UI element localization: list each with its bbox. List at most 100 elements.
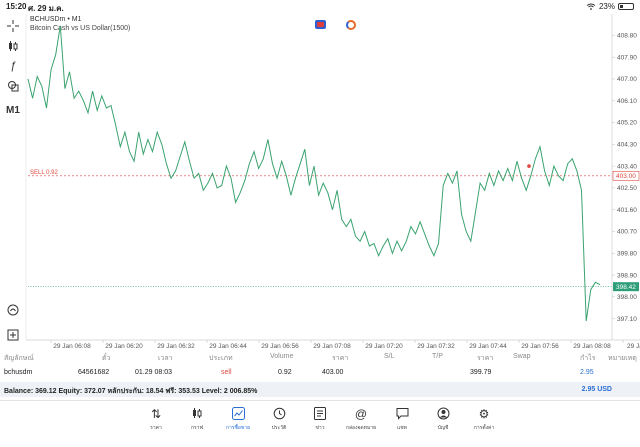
news-icon	[313, 407, 327, 421]
nav-history[interactable]: ประวัติ	[259, 407, 299, 432]
chart-symbol: BCHUSDm • M1	[30, 16, 82, 23]
table-row[interactable]: bchusdm 64561682 01.29 08:03 sell 0.92 4…	[0, 366, 640, 382]
nav-chat[interactable]: แชท	[382, 407, 422, 432]
nav-chart[interactable]: กราฟ	[177, 407, 217, 432]
nav-quotes-label: ราคา	[150, 425, 162, 431]
battery-icon	[618, 3, 634, 10]
price-tick-label: 407.00	[617, 76, 637, 83]
nav-mailbox-label: กล่องจดหมาย	[345, 425, 377, 431]
nav-trade-label: การซื้อขาย	[225, 425, 251, 431]
time-tick-label: 29 Jan 07:08	[313, 343, 351, 350]
nav-news-label: ข่าว	[315, 425, 325, 431]
status-indicators: 23%	[586, 2, 634, 11]
price-chart[interactable]: 408.80 407.90 407.00 406.10 405.20 404.30 403.…	[0, 0, 640, 350]
signal-icon[interactable]	[346, 20, 356, 30]
price-tick-label: 398.90	[617, 272, 637, 279]
col-time: เวลา	[158, 355, 173, 362]
price-tick-label: 404.30	[617, 142, 637, 149]
status-time: 15:20	[6, 2, 27, 11]
add-icon[interactable]	[5, 327, 21, 343]
time-tick-label: 29 Jan 07:44	[469, 343, 507, 350]
col-volume: Volume	[270, 353, 294, 360]
price-tick-label: 397.10	[617, 316, 637, 323]
account-icon	[436, 407, 450, 421]
col-sl: S/L	[384, 353, 395, 360]
time-tick-label: 29 Jan 06:32	[157, 343, 195, 350]
wifi-icon	[586, 3, 596, 10]
row-price: 403.00	[322, 369, 344, 376]
total-profit: 2.95 USD	[581, 386, 612, 393]
bottom-nav: ⇅ ราคา กราฟ การซื้อขาย ประวัติ ข่าว @ กล…	[0, 400, 640, 447]
chart-badges	[315, 20, 356, 30]
chat-icon	[395, 407, 409, 421]
time-axis: 29 Jan 06:08 29 Jan 06:20 29 Jan 06:32 29 J…	[50, 340, 640, 350]
settings-icon: ⚙	[478, 407, 490, 421]
nav-account-label: บัญชี	[437, 425, 449, 431]
history-icon	[272, 407, 286, 421]
col-type: ประเภท	[209, 355, 233, 362]
current-price-box	[613, 282, 639, 292]
nav-chat-label: แชท	[397, 425, 407, 431]
zoom-icon[interactable]	[5, 302, 21, 318]
price-tick-label: 398.00	[617, 294, 637, 301]
chart-description: Bitcoin Cash vs US Dollar(1500)	[30, 25, 131, 32]
time-tick-label: 29 Jan 07:20	[365, 343, 403, 350]
status-date: ศ. 29 ม.ค.	[28, 4, 64, 13]
time-tick-label: 29 Jan 08:2	[627, 343, 640, 350]
quotes-icon: ⇅	[150, 407, 162, 421]
sell-line-label: SELL 0.92	[30, 170, 58, 176]
status-bar: 15:20 ศ. 29 ม.ค. 23%	[0, 0, 640, 14]
price-series-line	[27, 25, 601, 322]
crosshair-icon[interactable]	[5, 18, 21, 34]
col-profit: กำไร	[580, 355, 596, 362]
price-tick-label: 406.10	[617, 98, 637, 105]
price-axis: 408.80 407.90 407.00 406.10 405.20 404.30 403.…	[612, 33, 637, 323]
nav-quotes[interactable]: ⇅ ราคา	[136, 407, 176, 432]
col-symbol: สัญลักษณ์	[4, 355, 34, 362]
current-price-label: 398.42	[616, 284, 636, 291]
col-swap: Swap	[513, 353, 531, 360]
nav-account[interactable]: บัญชี	[423, 407, 463, 432]
time-tick-label: 29 Jan 08:08	[573, 343, 611, 350]
timeframe-button[interactable]: M1	[6, 104, 20, 116]
row-profit: 2.95	[580, 369, 594, 376]
mailbox-icon: @	[354, 407, 368, 421]
col-price: ราคา	[332, 355, 349, 362]
candlestick-icon[interactable]	[5, 38, 21, 54]
price-tick-label: 403.40	[617, 163, 637, 170]
price-tick-label: 402.50	[617, 185, 637, 192]
row-type: sell	[221, 369, 232, 376]
col-ticket: ตั๋ว	[102, 355, 111, 362]
current-price-line: 398.42	[28, 282, 639, 292]
nav-chart-label: กราฟ	[190, 425, 204, 431]
row-ticket: 64561682	[78, 369, 110, 376]
sell-price-label: 403.00	[616, 173, 636, 180]
price-tick-label: 401.60	[617, 207, 637, 214]
chart-toolbar: ƒ M1	[0, 14, 26, 344]
indicator-icon[interactable]: ƒ	[9, 60, 17, 72]
time-tick-label: 29 Jan 06:44	[209, 343, 247, 350]
nav-mailbox[interactable]: @ กล่องจดหมาย	[341, 407, 381, 432]
price-tick-label: 400.70	[617, 229, 637, 236]
trade-icon	[231, 407, 245, 421]
battery-percent: 23%	[598, 2, 615, 11]
time-tick-label: 29 Jan 07:56	[521, 343, 559, 350]
row-volume: 0.92	[278, 369, 292, 376]
time-tick-label: 29 Jan 06:56	[261, 343, 299, 350]
row-time: 01.29 08:03	[135, 369, 172, 376]
nav-history-label: ประวัติ	[271, 425, 287, 431]
objects-icon[interactable]	[5, 78, 21, 94]
nav-settings-label: การตั้งค่า	[473, 425, 495, 431]
one-click-trading-icon[interactable]	[315, 20, 326, 29]
col-current-price: ราคา	[477, 355, 494, 362]
price-tick-label: 405.20	[617, 120, 637, 127]
chart-header: BCHUSDm • M1 Bitcoin Cash vs US Dollar(1…	[30, 15, 130, 33]
time-tick-label: 29 Jan 06:08	[53, 343, 91, 350]
nav-settings[interactable]: ⚙ การตั้งค่า	[464, 407, 504, 432]
price-tick-label: 408.80	[617, 33, 637, 40]
time-tick-label: 29 Jan 06:20	[105, 343, 143, 350]
balance-bar: Balance: 369.12 Equity: 372.07 หลักประกั…	[0, 382, 640, 397]
nav-trade[interactable]: การซื้อขาย	[218, 407, 258, 432]
nav-news[interactable]: ข่าว	[300, 407, 340, 432]
row-symbol: bchusdm	[4, 369, 33, 376]
